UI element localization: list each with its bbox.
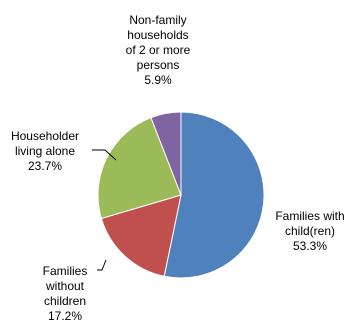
slice-category-label: Families	[43, 264, 88, 278]
slice-category-label: living alone	[15, 144, 75, 158]
leader-line-householder-living-alone	[92, 149, 117, 161]
slice-value-label: 5.9%	[144, 73, 172, 87]
pie-slices	[97, 111, 265, 279]
leader-lines	[92, 149, 117, 271]
slice-category-label: child(ren)	[285, 224, 335, 238]
slice-category-label: children	[44, 294, 86, 308]
pie-slice-non-family-households	[150, 111, 182, 196]
slice-category-label: of 2 or more	[126, 43, 191, 57]
slice-value-label: 23.7%	[28, 159, 62, 173]
pie-slice-families-without-children	[100, 194, 182, 277]
slice-category-label: households	[127, 28, 188, 42]
pie-slice-families-with-children	[163, 111, 265, 279]
slice-value-label: 53.3%	[293, 239, 327, 253]
slice-category-label: persons	[137, 58, 180, 72]
slice-value-label: 17.2%	[48, 309, 82, 323]
slice-category-label: without	[45, 279, 85, 293]
slice-category-label: Families with	[275, 209, 344, 223]
leader-line-families-without-children	[97, 259, 107, 271]
slice-category-label: Non-family	[129, 13, 186, 27]
slice-category-label: Householder	[11, 129, 79, 143]
